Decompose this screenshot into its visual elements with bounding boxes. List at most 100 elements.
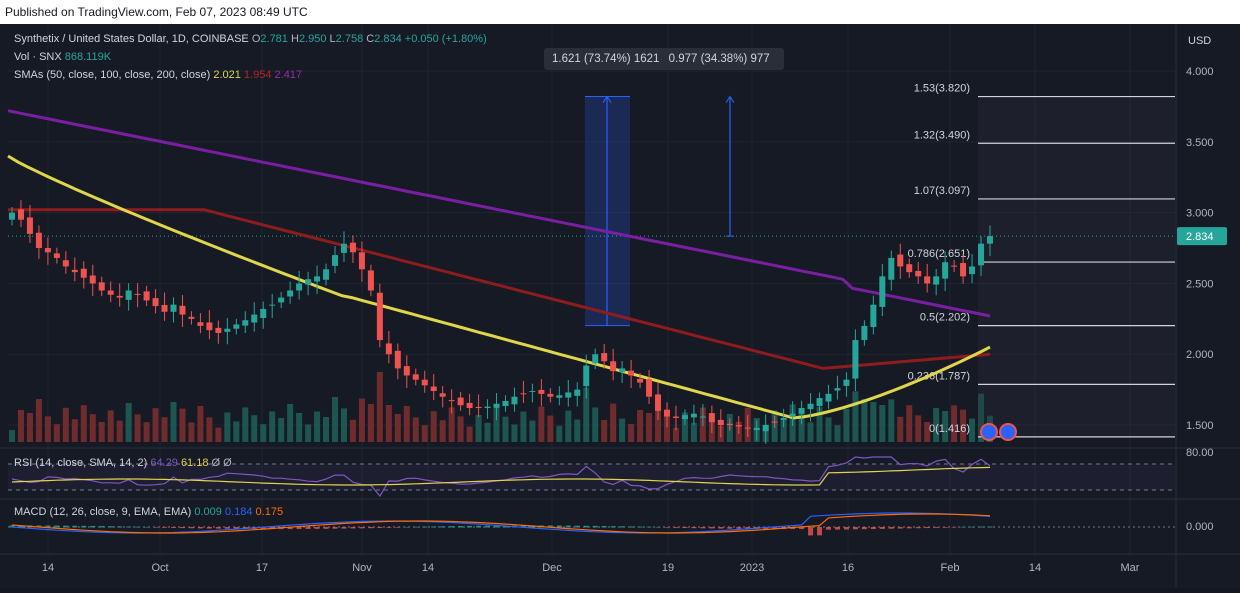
sma200-value: 2.417	[274, 69, 303, 81]
volume-bar	[457, 416, 464, 442]
sma200-line	[7, 109, 991, 318]
high-value: 2.950	[298, 33, 327, 45]
fib-label: 1.32(3.490)	[914, 129, 970, 141]
macd-hist-bar	[646, 526, 652, 528]
low-value: 2.758	[335, 33, 364, 45]
macd-legend: MACD (12, 26, close, 9, EMA, EMA) 0.009 …	[14, 506, 283, 518]
macd-hist-bar	[305, 527, 311, 529]
volume-bar	[825, 417, 832, 442]
macd-hist-bar	[942, 527, 948, 528]
volume-bar	[367, 404, 374, 442]
candle-body	[340, 243, 347, 253]
price-tick: 2.500	[1186, 278, 1214, 290]
candle-body	[511, 396, 518, 405]
volume-bar	[834, 425, 841, 442]
macd-hist-bar	[18, 525, 24, 528]
candle-body	[430, 386, 437, 392]
chart-svg[interactable]: 1.53(3.820) 1.32(3.490) 1.07(3.097) 0.786(2…	[0, 24, 1240, 588]
volume-label: Vol · SNX	[14, 51, 62, 63]
candle-body	[197, 322, 204, 326]
measure-arrowhead	[725, 95, 735, 103]
candle-body	[870, 304, 877, 328]
volume-bar	[269, 411, 276, 442]
macd-hist-bar	[933, 527, 939, 528]
candle-body	[493, 403, 500, 408]
candle-body	[762, 425, 769, 432]
sma100-line	[8, 208, 991, 370]
volume-bar	[71, 419, 78, 442]
rsi-sma-line	[11, 466, 991, 486]
candle-body	[332, 255, 339, 266]
macd-hist-bar	[601, 525, 607, 528]
candle-body	[242, 320, 249, 326]
volume-bar	[35, 399, 42, 442]
macd-hist-bar	[206, 527, 212, 529]
macd-hist-bar	[395, 527, 401, 528]
macd-hist-bar	[736, 527, 742, 529]
volume-bar	[574, 419, 581, 442]
price-tick: 3.000	[1186, 208, 1214, 220]
price-axis-unit: USD	[1188, 35, 1211, 47]
macd-hist-bar	[171, 527, 177, 528]
chart-frame[interactable]: 1.53(3.820) 1.32(3.490) 1.07(3.097) 0.786(2…	[0, 24, 1240, 588]
volume-bar	[547, 415, 554, 442]
low-label: L	[329, 33, 336, 45]
volume-bar	[161, 417, 168, 442]
macd-hist-bar	[879, 527, 885, 529]
candle-body	[98, 282, 105, 291]
macd-hist-bar	[377, 527, 383, 529]
candle-body	[538, 389, 545, 394]
macd-hist-bar	[520, 525, 526, 528]
fib-retracement[interactable]: 1.53(3.820) 1.32(3.490) 1.07(3.097) 0.786(2…	[908, 83, 1175, 438]
candle-body	[897, 254, 904, 267]
measure-tooltip: 1.621 (73.74%) 1621 0.977 (34.38%) 977	[544, 48, 784, 70]
volume-bar	[780, 418, 787, 442]
macd-hist-bar	[188, 527, 194, 529]
macd-pane[interactable]	[8, 512, 1175, 536]
macd-hist-bar	[655, 526, 661, 528]
rsi-pane[interactable]	[8, 456, 1175, 498]
axes: USD 4.000 3.500 3.000 2.500 2.000 1.500 2.834 80…	[42, 35, 1227, 574]
fib-label: 1.53(3.820)	[914, 83, 970, 95]
macd-hist-bar	[341, 527, 347, 529]
macd-hist-bar	[413, 526, 419, 528]
volume-bar	[655, 399, 662, 442]
volume-bar	[188, 422, 195, 442]
candle-body	[663, 409, 670, 417]
macd-hist-bar	[323, 527, 329, 529]
volume-bar	[143, 422, 150, 442]
macd-hist-bar	[852, 527, 858, 530]
macd-signal-value: 0.175	[255, 506, 284, 518]
macd-hist-bar	[458, 526, 464, 528]
candle-body	[699, 416, 706, 418]
candle-body	[385, 343, 392, 355]
macd-hist-bar	[834, 527, 840, 530]
macd-hist-bar	[825, 527, 831, 530]
macd-hist-bar	[808, 527, 814, 536]
candle-body	[735, 425, 742, 427]
time-tick: 19	[662, 562, 674, 574]
time-tick: 14	[1029, 562, 1041, 574]
close-label: C	[366, 33, 375, 45]
candle-body	[161, 304, 168, 312]
volume-bar	[26, 413, 33, 442]
macd-hist-bar	[314, 527, 320, 529]
volume-bar	[969, 418, 976, 442]
volume-bar	[672, 427, 679, 442]
volume-bar	[197, 406, 204, 442]
candle-body	[852, 340, 859, 379]
price-measure[interactable]	[8, 95, 1175, 327]
macd-hist-bar	[673, 527, 679, 528]
candle-body	[403, 366, 410, 376]
candle-body	[646, 379, 653, 397]
candle-body	[807, 403, 814, 410]
candle-body	[681, 415, 688, 420]
legend-volume-row: Vol · SNX 868.119K	[14, 51, 111, 63]
rsi-band	[8, 464, 1175, 490]
macd-hist-bar	[215, 527, 221, 529]
candle-body	[726, 423, 733, 426]
volume-bar	[951, 405, 958, 442]
candle-body	[672, 416, 679, 418]
macd-hist-bar	[260, 527, 266, 530]
macd-hist-bar	[817, 527, 823, 536]
